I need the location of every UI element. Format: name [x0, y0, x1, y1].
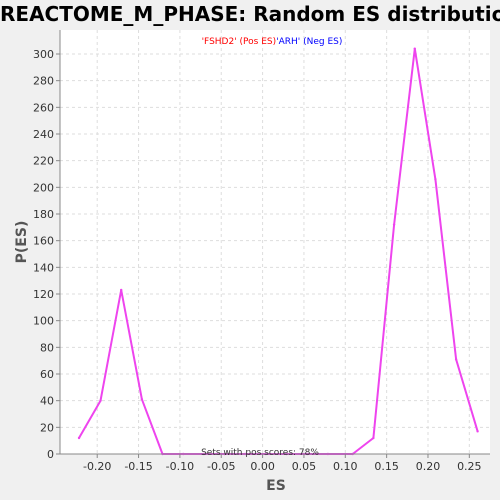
x-tick-label: 0.05: [292, 460, 317, 473]
y-tick-label: 300: [33, 48, 54, 61]
y-tick-label: 180: [33, 208, 54, 221]
x-axis-ticks: -0.20 -0.15 -0.10 -0.05 0.00 0.05 0.10 0.15 0.20…: [83, 454, 482, 473]
x-tick-label: 0.20: [416, 460, 441, 473]
legend: 'FSHD2' (Pos ES)'ARH' (Neg ES): [202, 37, 343, 47]
y-tick-label: 40: [40, 395, 54, 408]
axes: [59, 30, 490, 455]
x-tick-label: -0.20: [83, 460, 111, 473]
x-tick-label: 0.25: [457, 460, 482, 473]
y-tick-label: 80: [40, 341, 54, 354]
legend-entry: 'ARH' (Neg ES): [276, 37, 342, 47]
data-point: [372, 436, 375, 440]
y-tick-label: 120: [33, 288, 54, 301]
y-tick-label: 20: [40, 421, 54, 434]
y-axis-label: P(ES): [14, 221, 30, 264]
data-point: [140, 398, 144, 401]
data-point: [392, 223, 396, 226]
data-point: [77, 436, 81, 440]
annotation-pos-scores: Sets with pos scores: 78%: [201, 448, 319, 458]
y-tick-label: 160: [33, 235, 54, 248]
data-point: [413, 47, 416, 50]
x-tick-label: -0.10: [166, 460, 194, 473]
data-point: [454, 358, 458, 361]
x-tick-label: 0.00: [250, 460, 275, 473]
y-tick-label: 260: [33, 101, 54, 114]
y-tick-label: 280: [33, 75, 54, 88]
x-axis-label: ES: [266, 478, 286, 494]
data-point: [119, 288, 123, 292]
legend-entry: 'FSHD2' (Pos ES): [202, 37, 277, 47]
y-tick-label: 140: [33, 261, 54, 274]
data-point: [476, 430, 479, 433]
y-tick-label: 240: [33, 128, 54, 141]
data-point: [434, 178, 437, 181]
y-tick-label: 200: [33, 181, 54, 194]
x-tick-label: -0.05: [207, 460, 235, 473]
x-tick-label: 0.15: [374, 460, 399, 473]
y-tick-label: 0: [47, 448, 54, 461]
y-tick-label: 60: [40, 368, 54, 381]
data-point: [99, 399, 102, 402]
chart-title: REACTOME_M_PHASE: Random ES distribution: [0, 2, 500, 26]
plot-area: [60, 30, 490, 454]
grid: [60, 30, 490, 455]
y-tick-label: 220: [33, 155, 54, 168]
y-axis-ticks: 0 20 40 60 80 100 120 140 160 180 200 220 240 260 280 3…: [33, 48, 60, 461]
x-tick-label: -0.15: [124, 460, 152, 473]
x-tick-label: 0.10: [333, 460, 358, 473]
y-tick-label: 100: [33, 315, 54, 328]
